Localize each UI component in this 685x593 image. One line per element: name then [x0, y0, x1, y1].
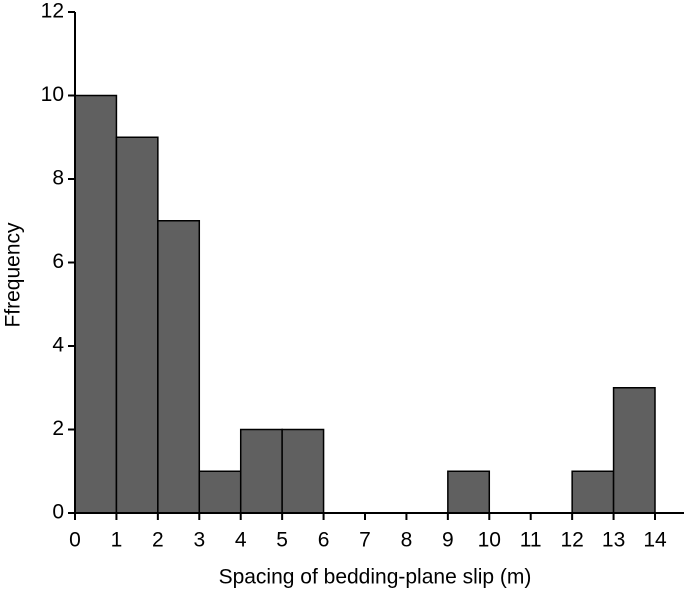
bar: [612, 387, 656, 514]
x-tick-label: 12: [560, 529, 583, 552]
y-tick-label: 12: [41, 0, 64, 23]
x-tick-label: 9: [442, 529, 454, 552]
x-tick-label: 6: [318, 529, 330, 552]
x-tick-label: 1: [111, 529, 123, 552]
y-tick-label: 2: [52, 417, 64, 440]
bar: [447, 470, 491, 514]
x-tick-label: 13: [602, 529, 625, 552]
bar: [571, 470, 615, 514]
x-tick-label: 4: [235, 529, 247, 552]
x-tick-label: 5: [276, 529, 288, 552]
x-tick-label: 11: [520, 529, 542, 552]
x-tick-label: 8: [401, 529, 413, 552]
y-tick-label: 0: [52, 501, 64, 524]
x-tick-label: 0: [69, 529, 81, 552]
y-tick-label: 10: [41, 83, 64, 106]
y-tick-label: 6: [52, 250, 64, 273]
x-tick-label: 7: [359, 529, 371, 552]
y-tick-label: 8: [52, 167, 64, 190]
bar: [157, 220, 201, 514]
bar: [281, 428, 325, 514]
x-axis-title: Spacing of bedding-plane slip (m): [219, 566, 532, 589]
x-tick-label: 10: [478, 529, 501, 552]
bar: [198, 470, 242, 514]
y-tick-label: 4: [52, 334, 64, 357]
x-tick-label: 3: [193, 529, 205, 552]
y-axis-title: Ffrequency: [2, 222, 25, 328]
bar: [239, 428, 283, 514]
x-tick-label: 14: [643, 529, 667, 552]
bar: [115, 136, 159, 514]
x-tick-label: 2: [152, 529, 164, 552]
bar: [74, 94, 118, 514]
